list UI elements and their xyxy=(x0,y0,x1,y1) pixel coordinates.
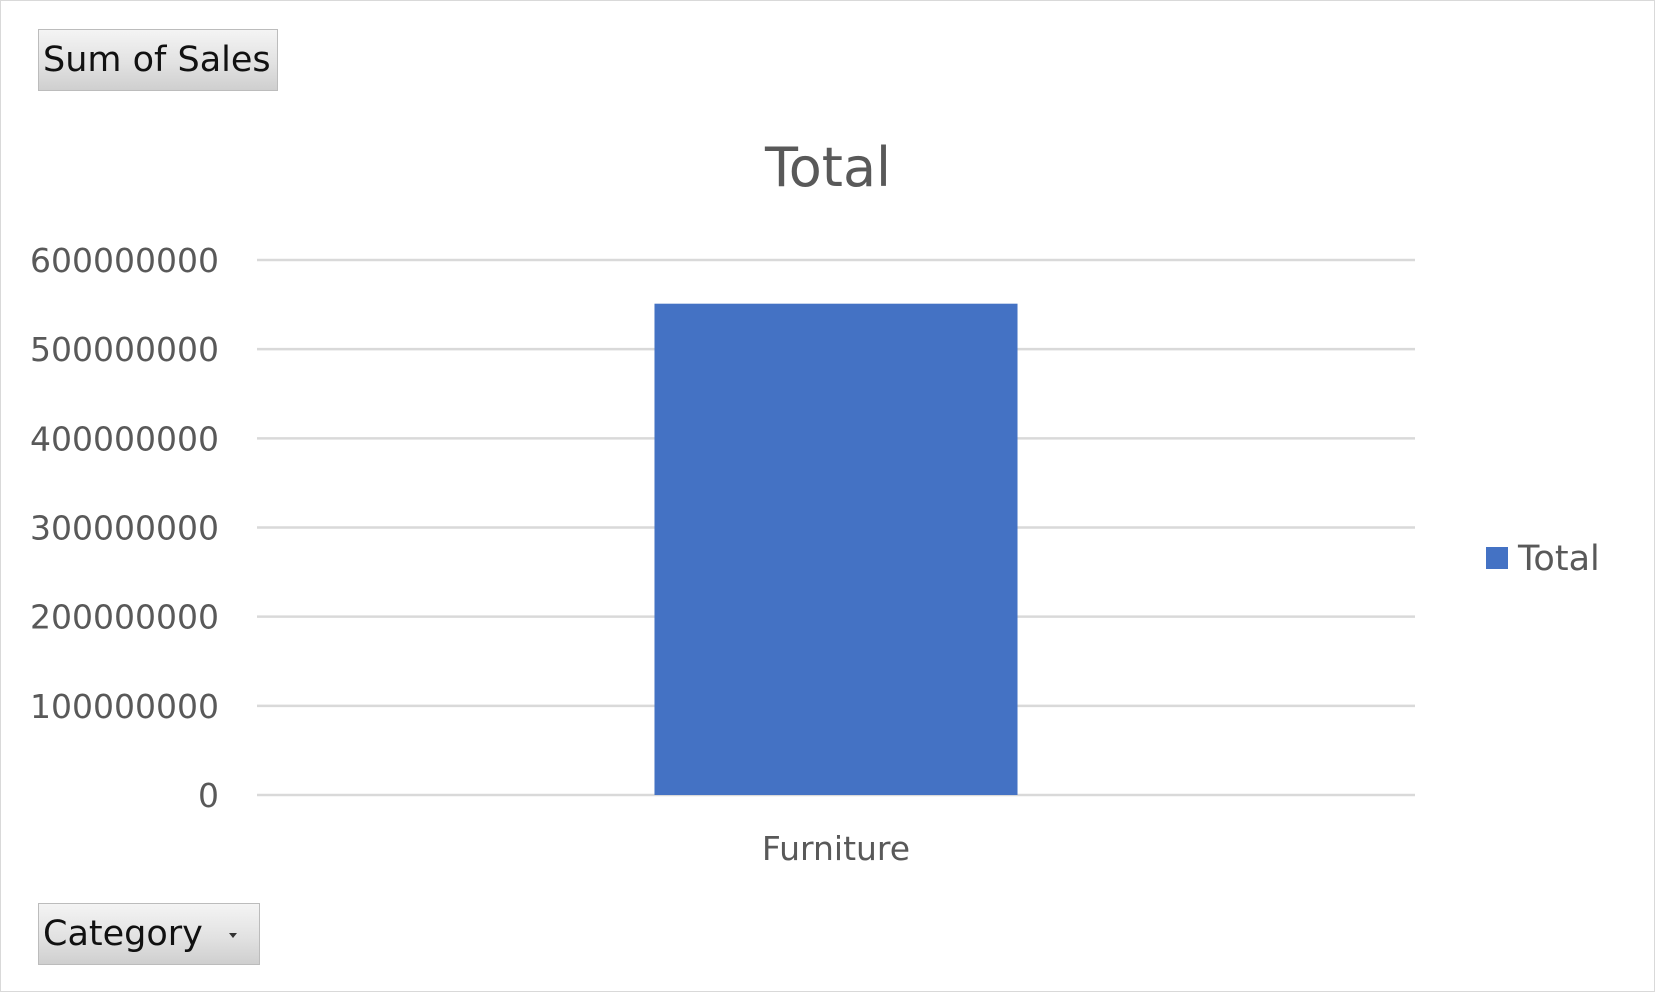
bars xyxy=(654,303,1018,795)
chart-title: Total xyxy=(764,136,891,199)
sum-of-sales-field-button[interactable]: Sum of Sales xyxy=(38,29,278,91)
y-tick-label-3: 300000000 xyxy=(30,509,219,548)
legend-label: Total xyxy=(1517,539,1600,579)
legend-swatch xyxy=(1486,547,1508,569)
category-label: Category xyxy=(43,914,203,954)
y-axis-tick-labels: 0 100000000 200000000 300000000 400000000 500… xyxy=(30,241,219,815)
bar-furniture[interactable] xyxy=(654,303,1018,795)
chevron-down-icon[interactable] xyxy=(229,933,237,938)
legend[interactable]: Total xyxy=(1486,539,1600,579)
y-tick-label-6: 600000000 xyxy=(30,241,219,280)
y-tick-label-4: 400000000 xyxy=(30,419,219,458)
y-tick-label-1: 100000000 xyxy=(30,687,219,726)
x-axis-category-labels: Furniture xyxy=(762,829,910,868)
x-category-label-0: Furniture xyxy=(762,829,910,868)
category-field-button[interactable]: Category xyxy=(38,903,260,965)
y-tick-label-0: 0 xyxy=(198,776,219,815)
y-tick-label-5: 500000000 xyxy=(30,330,219,369)
sum-of-sales-label: Sum of Sales xyxy=(43,40,271,80)
y-tick-label-2: 200000000 xyxy=(30,598,219,637)
